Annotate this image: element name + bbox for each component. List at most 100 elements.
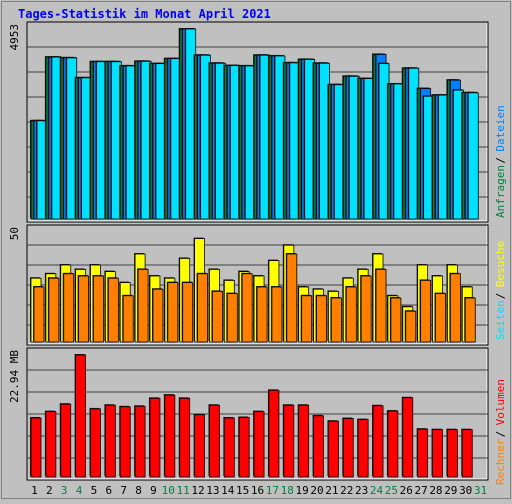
bar-rechner-day-7 bbox=[122, 295, 134, 343]
bar-rechner-day-23 bbox=[360, 275, 372, 343]
bar-rechner-day-6 bbox=[107, 277, 119, 343]
bar-volumen-day-28 bbox=[432, 429, 443, 478]
legend-separator: / bbox=[494, 293, 507, 300]
bar-volumen-day-18 bbox=[283, 404, 295, 478]
x-tick-label-4: 4 bbox=[76, 484, 83, 497]
bar-volumen-day-15 bbox=[238, 417, 250, 478]
bar-rechner-day-22 bbox=[345, 286, 357, 343]
y-max-label: 50 bbox=[8, 227, 21, 240]
chart-title: Tages-Statistik im Monat April 2021 bbox=[18, 7, 271, 21]
bar-rechner-day-14 bbox=[226, 293, 238, 343]
x-tick-label-28: 28 bbox=[429, 484, 442, 497]
bar-rechner-day-1 bbox=[33, 286, 45, 343]
y-max-label: 4953 bbox=[8, 24, 21, 51]
bar-rechner-day-20 bbox=[316, 295, 327, 343]
x-tick-label-14: 14 bbox=[221, 484, 235, 497]
bar-volumen-day-5 bbox=[90, 408, 101, 478]
bar-volumen-day-12 bbox=[194, 414, 205, 478]
x-tick-label-27: 27 bbox=[414, 484, 427, 497]
bar-rechner-day-28 bbox=[435, 293, 446, 343]
bar-rechner-day-17 bbox=[271, 286, 283, 343]
x-tick-label-2: 2 bbox=[46, 484, 53, 497]
bar-volumen-day-30 bbox=[461, 429, 473, 478]
x-tick-label-9: 9 bbox=[150, 484, 157, 497]
x-tick-label-31: 31 bbox=[474, 484, 487, 497]
legend-besuche: Besuche bbox=[494, 241, 507, 287]
bar-volumen-day-1 bbox=[30, 417, 42, 478]
legend-anfragen: Anfragen bbox=[494, 165, 507, 218]
bar-rechner-day-10 bbox=[167, 282, 179, 343]
x-tick-label-18: 18 bbox=[281, 484, 294, 497]
bar-rechner-day-21 bbox=[331, 297, 342, 343]
bar-volumen-day-17 bbox=[268, 389, 280, 478]
bar-rechner-day-5 bbox=[93, 275, 104, 343]
bar-rechner-day-3 bbox=[63, 273, 75, 343]
bar-volumen-day-22 bbox=[342, 418, 354, 478]
x-tick-label-26: 26 bbox=[400, 484, 413, 497]
bar-rechner-day-2 bbox=[48, 277, 60, 343]
bar-rechner-day-15 bbox=[241, 273, 253, 343]
bar-rechner-day-25 bbox=[390, 297, 402, 343]
legend-volumen: Volumen bbox=[494, 379, 507, 425]
bar-rechner-day-26 bbox=[405, 310, 417, 343]
bar-volumen-day-4 bbox=[75, 354, 87, 478]
x-tick-label-19: 19 bbox=[295, 484, 308, 497]
chart-panel-2: 50 Seiten/ Besuche bbox=[8, 224, 507, 346]
x-tick-label-15: 15 bbox=[236, 484, 249, 497]
bar-volumen-day-26 bbox=[402, 397, 414, 478]
bar-rechner-day-19 bbox=[301, 295, 313, 343]
legend-separator: / bbox=[494, 157, 507, 164]
bar-volumen-day-23 bbox=[357, 419, 369, 478]
bar-volumen-day-2 bbox=[45, 411, 57, 478]
x-tick-label-11: 11 bbox=[177, 484, 190, 497]
bar-volumen-day-20 bbox=[313, 415, 324, 478]
x-tick-label-6: 6 bbox=[105, 484, 112, 497]
x-tick-label-13: 13 bbox=[206, 484, 219, 497]
x-tick-label-7: 7 bbox=[120, 484, 127, 497]
bar-volumen-day-21 bbox=[328, 420, 339, 478]
bar-volumen-day-19 bbox=[298, 404, 310, 478]
bar-volumen-day-8 bbox=[134, 405, 146, 478]
bar-volumen-day-14 bbox=[223, 417, 235, 478]
bar-rechner-day-29 bbox=[449, 273, 461, 343]
bar-volumen-day-6 bbox=[104, 404, 116, 478]
bar-volumen-day-9 bbox=[149, 397, 161, 478]
y-max-label: 22.94 MB bbox=[8, 350, 21, 403]
x-tick-label-3: 3 bbox=[61, 484, 68, 497]
x-tick-label-24: 24 bbox=[370, 484, 384, 497]
bar-rechner-day-12 bbox=[197, 273, 208, 343]
bar-volumen-day-11 bbox=[179, 397, 191, 478]
legend-dateien: Dateien bbox=[494, 105, 507, 151]
bar-volumen-day-16 bbox=[253, 411, 265, 478]
legend-seiten: Seiten bbox=[494, 300, 507, 340]
bar-volumen-day-25 bbox=[387, 410, 399, 478]
x-tick-label-8: 8 bbox=[135, 484, 142, 497]
x-tick-label-25: 25 bbox=[385, 484, 398, 497]
x-tick-label-5: 5 bbox=[91, 484, 98, 497]
bar-rechner-day-11 bbox=[182, 282, 194, 343]
bar-rechner-day-18 bbox=[286, 253, 298, 343]
x-tick-label-1: 1 bbox=[31, 484, 38, 497]
bar-volumen-day-29 bbox=[446, 429, 458, 478]
bar-volumen-day-13 bbox=[209, 404, 220, 478]
x-tick-label-29: 29 bbox=[444, 484, 457, 497]
x-tick-label-21: 21 bbox=[325, 484, 338, 497]
bar-volumen-day-27 bbox=[417, 428, 429, 478]
x-tick-label-10: 10 bbox=[162, 484, 175, 497]
x-tick-label-23: 23 bbox=[355, 484, 368, 497]
x-tick-label-20: 20 bbox=[310, 484, 323, 497]
bar-rechner-day-16 bbox=[256, 286, 268, 343]
x-tick-label-22: 22 bbox=[340, 484, 353, 497]
bar-volumen-day-10 bbox=[164, 394, 176, 478]
bar-volumen-day-24 bbox=[372, 405, 384, 478]
bar-rechner-day-30 bbox=[464, 297, 476, 343]
chart-panel-1: 4953 Anfragen/ Dateien bbox=[8, 21, 507, 223]
legend-rechner: Rechner bbox=[494, 438, 507, 485]
bar-volumen-day-7 bbox=[119, 406, 131, 478]
x-tick-label-17: 17 bbox=[266, 484, 279, 497]
bar-rechner-day-9 bbox=[152, 288, 164, 343]
bar-rechner-day-8 bbox=[137, 268, 149, 343]
